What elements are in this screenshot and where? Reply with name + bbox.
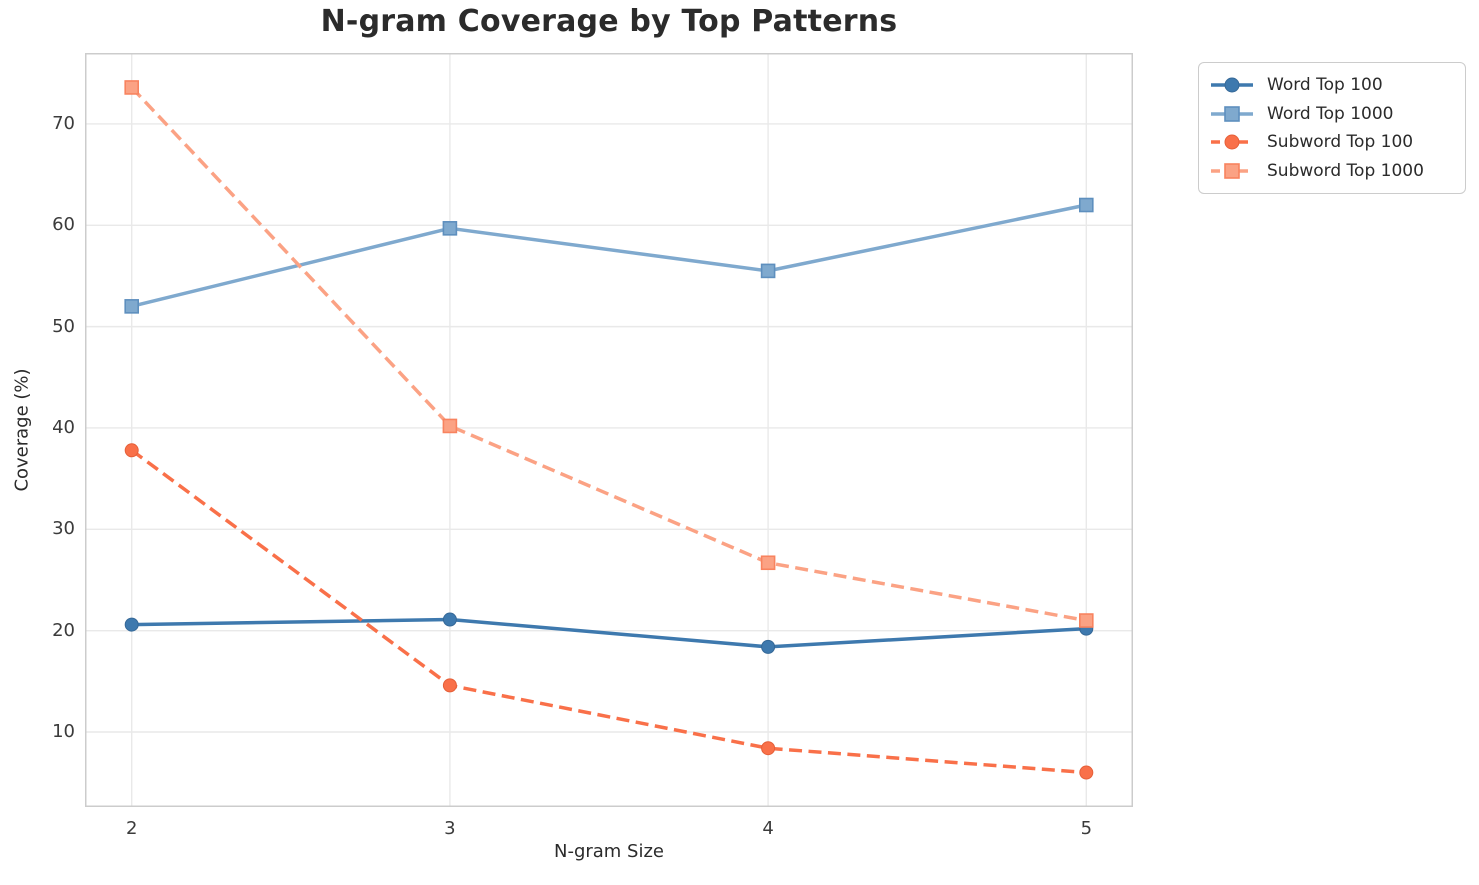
- data-point-marker: [1079, 765, 1094, 780]
- legend-item: Word Top 100: [1209, 71, 1455, 100]
- y-tick-label: 40: [52, 416, 75, 438]
- x-tick-label: 4: [762, 818, 774, 839]
- legend-item: Subword Top 100: [1209, 128, 1455, 157]
- data-point-marker: [442, 678, 457, 693]
- legend-swatch-square-icon: [1211, 162, 1253, 179]
- legend-label: Word Top 100: [1267, 75, 1383, 96]
- legend-item: Word Top 1000: [1209, 100, 1455, 129]
- y-tick-label: 70: [52, 112, 75, 134]
- data-point-marker: [1078, 613, 1094, 628]
- plot-border: [85, 53, 1133, 807]
- x-axis-label: N-gram Size: [553, 841, 665, 862]
- plot-area: [85, 53, 1133, 807]
- legend-label: Subword Top 1000: [1267, 160, 1424, 181]
- legend-item: Subword Top 1000: [1209, 157, 1455, 186]
- x-tick-label: 2: [125, 818, 138, 839]
- legend-label: Subword Top 100: [1267, 132, 1414, 153]
- x-tick-label: 5: [1080, 818, 1093, 839]
- legend-swatch-circle-icon: [1211, 134, 1253, 150]
- data-point-marker: [442, 612, 457, 627]
- data-point-marker: [124, 299, 140, 314]
- data-point-marker: [760, 263, 776, 279]
- data-point-marker: [1078, 197, 1094, 213]
- data-point-marker: [124, 80, 140, 95]
- x-tick-label: 3: [444, 818, 456, 839]
- legend: Word Top 100 Word Top 1000 Subword Top 100…: [1198, 62, 1466, 194]
- chart-title: N-gram Coverage by Top Patterns: [320, 4, 898, 39]
- data-point-marker: [442, 221, 458, 236]
- legend-label: Word Top 1000: [1267, 103, 1394, 124]
- data-point-marker: [761, 639, 776, 654]
- y-axis-label: Coverage (%): [11, 368, 33, 492]
- y-tick-label: 50: [52, 315, 75, 337]
- y-tick-label: 20: [52, 619, 75, 641]
- series-line-3: [130, 86, 1087, 623]
- y-tick-label: 60: [52, 214, 75, 236]
- data-point-marker: [442, 418, 458, 434]
- data-point-marker: [124, 617, 139, 632]
- series-line-0: [131, 617, 1087, 649]
- legend-swatch-circle-icon: [1211, 77, 1253, 93]
- series-line-2: [130, 448, 1087, 775]
- legend-swatch-square-icon: [1211, 105, 1253, 122]
- data-point-marker: [760, 555, 776, 571]
- y-tick-label: 10: [52, 721, 75, 742]
- data-point-marker: [761, 741, 776, 756]
- y-tick-label: 30: [52, 518, 75, 540]
- plot-canvas: [85, 53, 1133, 807]
- data-point-marker: [124, 443, 139, 458]
- series-line-1: [131, 203, 1087, 309]
